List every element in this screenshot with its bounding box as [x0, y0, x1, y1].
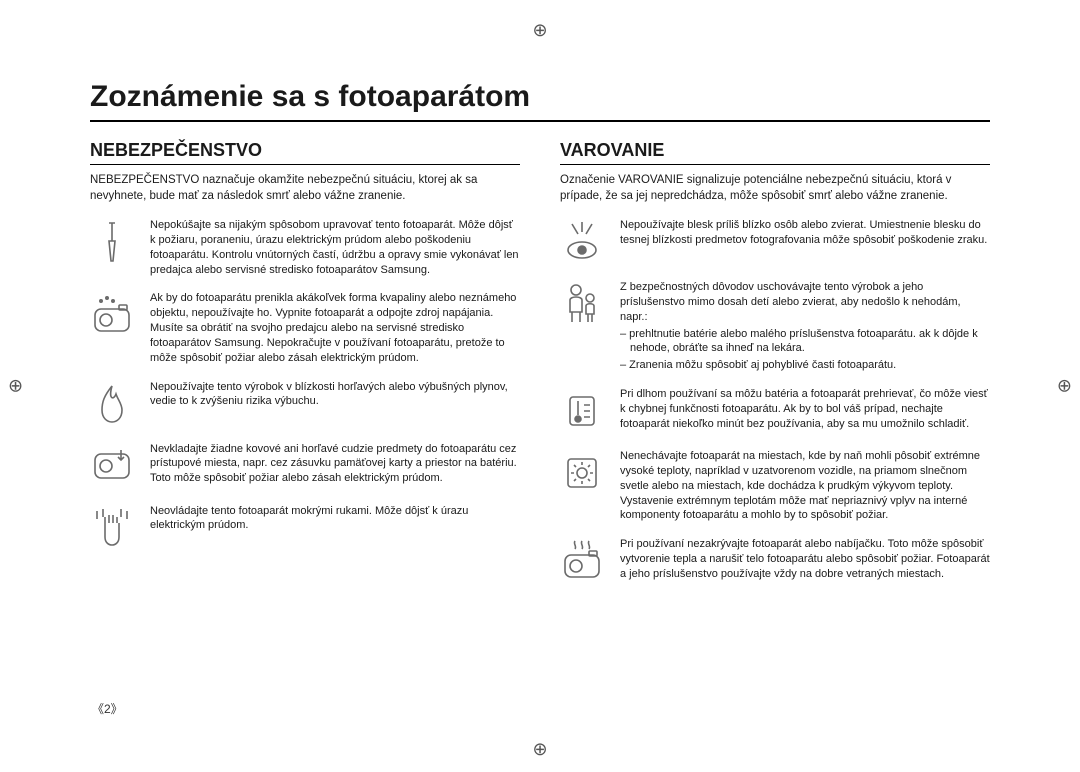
- crop-mark-bottom: ⊕: [532, 739, 547, 760]
- camera-insert-icon: [90, 442, 134, 490]
- warning-item: Pri používaní nezakrývajte fotoaparát al…: [560, 537, 990, 585]
- warning-item-text: Z bezpečnostných dôvodov uschovávajte te…: [620, 280, 990, 373]
- warning-heading: VAROVANIE: [560, 140, 990, 165]
- warning-item: Pri dlhom používaní sa môžu batéria a fo…: [560, 387, 990, 435]
- right-column: VAROVANIE Označenie VAROVANIE signalizuj…: [560, 140, 990, 599]
- children-icon: [560, 280, 604, 328]
- crop-mark-left: ⊕: [8, 376, 23, 397]
- warning-sub-item: – prehltnutie batérie alebo malého prísl…: [620, 327, 990, 357]
- warning-item: Nepoužívajte blesk príliš blízko osôb al…: [560, 218, 990, 266]
- sun-icon: [560, 449, 604, 497]
- camera-drop-icon: [90, 291, 134, 339]
- camera-heat-icon: [560, 537, 604, 585]
- danger-item: Ak by do fotoaparátu prenikla akákoľvek …: [90, 291, 520, 365]
- page-number: 《2》: [92, 700, 123, 717]
- warning-item: Nenechávajte fotoaparát na miestach, kde…: [560, 449, 990, 523]
- page-title: Zoznámenie sa s fotoaparátom: [90, 80, 990, 122]
- crop-mark-right: ⊕: [1057, 376, 1072, 397]
- crop-mark-top: ⊕: [532, 20, 547, 41]
- danger-item-text: Neovládajte tento fotoaparát mokrými ruk…: [150, 504, 520, 534]
- danger-item-text: Ak by do fotoaparátu prenikla akákoľvek …: [150, 291, 520, 365]
- warning-item: Z bezpečnostných dôvodov uschovávajte te…: [560, 280, 990, 373]
- danger-item: Neovládajte tento fotoaparát mokrými ruk…: [90, 504, 520, 552]
- danger-item-text: Nepoužívajte tento výrobok v blízkosti h…: [150, 380, 520, 410]
- danger-intro: NEBEZPEČENSTVO naznačuje okamžite nebezp…: [90, 173, 520, 204]
- left-column: NEBEZPEČENSTVO NEBEZPEČENSTVO naznačuje …: [90, 140, 520, 599]
- warning-item-text: Pri dlhom používaní sa môžu batéria a fo…: [620, 387, 990, 432]
- danger-item: Nevkladajte žiadne kovové ani horľavé cu…: [90, 442, 520, 490]
- danger-item: Nepoužívajte tento výrobok v blízkosti h…: [90, 380, 520, 428]
- flash-eye-icon: [560, 218, 604, 266]
- danger-item: Nepokúšajte sa nijakým spôsobom upravova…: [90, 218, 520, 277]
- danger-item-text: Nevkladajte žiadne kovové ani horľavé cu…: [150, 442, 520, 487]
- danger-item-text: Nepokúšajte sa nijakým spôsobom upravova…: [150, 218, 520, 277]
- warning-item-text: Nepoužívajte blesk príliš blízko osôb al…: [620, 218, 990, 248]
- flame-icon: [90, 380, 134, 428]
- warning-item-text: Nenechávajte fotoaparát na miestach, kde…: [620, 449, 990, 523]
- danger-heading: NEBEZPEČENSTVO: [90, 140, 520, 165]
- warning-item-text: Pri používaní nezakrývajte fotoaparát al…: [620, 537, 990, 582]
- thermometer-icon: [560, 387, 604, 435]
- screwdriver-icon: [90, 218, 134, 266]
- warning-sub-item: – Zranenia môžu spôsobiť aj pohyblivé ča…: [620, 358, 990, 373]
- wet-hands-icon: [90, 504, 134, 552]
- content-columns: NEBEZPEČENSTVO NEBEZPEČENSTVO naznačuje …: [90, 140, 990, 599]
- warning-item-main: Z bezpečnostných dôvodov uschovávajte te…: [620, 281, 961, 323]
- warning-intro: Označenie VAROVANIE signalizuje potenciá…: [560, 173, 990, 204]
